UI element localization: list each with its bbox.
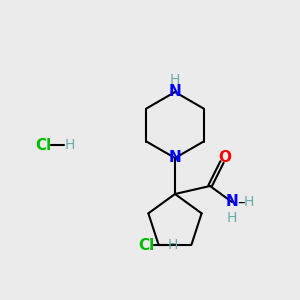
Text: H: H bbox=[65, 138, 75, 152]
Text: H: H bbox=[168, 238, 178, 252]
Text: N: N bbox=[169, 85, 182, 100]
Text: O: O bbox=[218, 151, 232, 166]
Text: –: – bbox=[237, 194, 245, 209]
Text: H: H bbox=[227, 211, 237, 225]
Text: H: H bbox=[170, 73, 180, 87]
Text: N: N bbox=[226, 194, 238, 209]
Text: Cl: Cl bbox=[35, 137, 51, 152]
Text: Cl: Cl bbox=[138, 238, 154, 253]
Text: N: N bbox=[169, 151, 182, 166]
Text: H: H bbox=[244, 195, 254, 209]
